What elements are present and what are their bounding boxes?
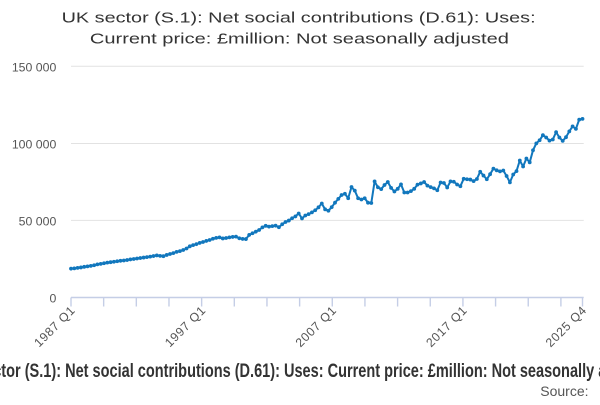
svg-text:50 000: 50 000 bbox=[19, 215, 57, 229]
svg-text:Current price: £million: Not s: Current price: £million: Not seasonally … bbox=[90, 31, 509, 48]
svg-text:150 000: 150 000 bbox=[12, 61, 57, 75]
svg-text:Source:: Source: bbox=[540, 383, 588, 399]
svg-text:UK sector (S.1): Net social co: UK sector (S.1): Net social contribution… bbox=[62, 9, 536, 26]
svg-text:UK sector (S.1): Net social co: UK sector (S.1): Net social contribution… bbox=[0, 361, 600, 382]
svg-text:0: 0 bbox=[49, 292, 56, 306]
svg-text:100 000: 100 000 bbox=[12, 138, 57, 152]
